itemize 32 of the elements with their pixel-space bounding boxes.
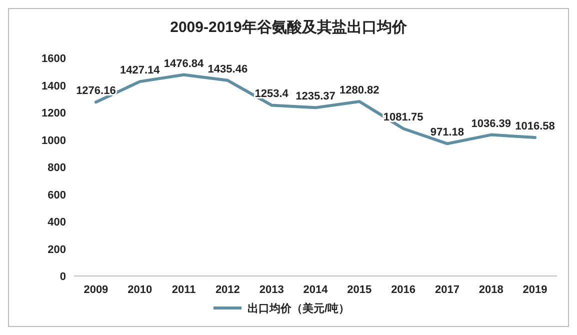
y-tick-label: 0 bbox=[60, 271, 66, 283]
chart-title: 2009-2019年谷氨酸及其盐出口均价 bbox=[170, 19, 408, 36]
y-tick-label: 1200 bbox=[42, 108, 66, 120]
data-label: 1476.84 bbox=[164, 58, 205, 70]
data-label: 971.18 bbox=[430, 126, 464, 139]
y-tick-label: 400 bbox=[48, 216, 66, 228]
legend-label: 出口均价（美元/吨） bbox=[248, 302, 350, 315]
y-tick-label: 600 bbox=[48, 189, 66, 202]
x-tick-label: 2014 bbox=[303, 284, 329, 296]
x-tick-label: 2012 bbox=[215, 284, 240, 296]
data-label: 1036.39 bbox=[471, 118, 512, 130]
y-tick-label: 200 bbox=[48, 244, 66, 256]
y-tick-label: 1600 bbox=[42, 53, 66, 65]
data-label: 1280.82 bbox=[340, 84, 380, 96]
x-tick-label: 2010 bbox=[128, 284, 152, 296]
y-tick-label: 800 bbox=[48, 162, 66, 174]
data-label: 1276.16 bbox=[76, 85, 116, 98]
x-tick-label: 2018 bbox=[478, 284, 504, 296]
x-tick-label: 2016 bbox=[391, 284, 416, 296]
x-tick-label: 2019 bbox=[522, 284, 548, 296]
data-label: 1235.37 bbox=[296, 90, 336, 103]
x-tick-label: 2009 bbox=[84, 284, 108, 296]
x-tick-label: 2013 bbox=[259, 284, 284, 296]
data-label: 1253.4 bbox=[254, 88, 290, 100]
x-tick-label: 2015 bbox=[347, 284, 372, 296]
data-label: 1016.58 bbox=[515, 120, 555, 132]
x-tick-label: 2011 bbox=[172, 284, 196, 296]
data-label: 1427.14 bbox=[120, 64, 161, 77]
y-tick-label: 1400 bbox=[42, 80, 66, 92]
x-tick-label: 2017 bbox=[434, 284, 460, 296]
y-tick-label: 1000 bbox=[42, 134, 66, 147]
data-label: 1435.46 bbox=[208, 63, 248, 76]
